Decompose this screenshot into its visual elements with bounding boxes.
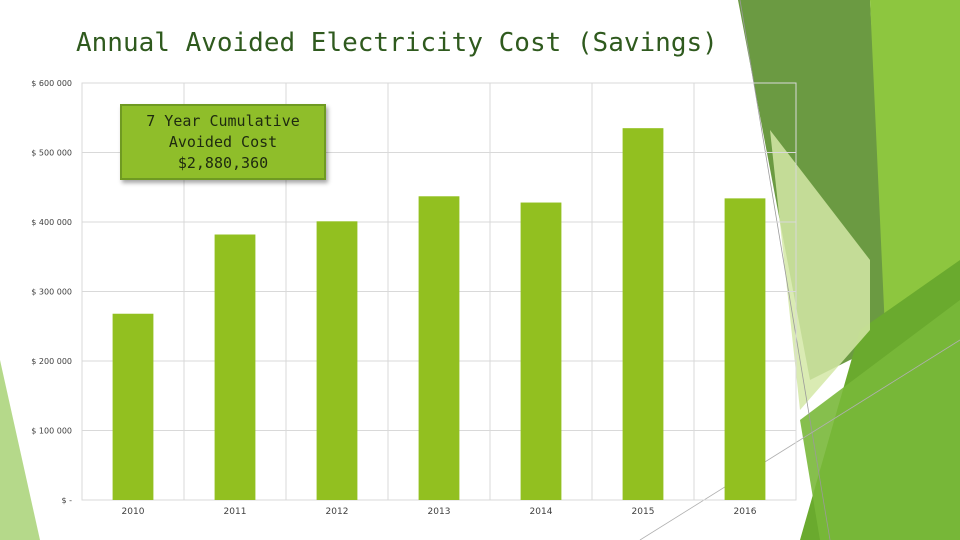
bar: [622, 128, 664, 501]
x-tick-label: 2011: [224, 507, 247, 517]
x-tick-label: 2012: [326, 507, 349, 517]
y-tick-label: $ -: [61, 496, 72, 505]
x-tick-label: 2015: [632, 507, 655, 517]
y-tick-label: $ 500 000: [31, 149, 72, 158]
x-tick-label: 2013: [428, 507, 451, 517]
y-tick-label: $ 600 000: [31, 79, 72, 88]
bar: [418, 196, 460, 500]
x-tick-label: 2010: [122, 507, 145, 517]
bar: [520, 202, 562, 501]
bar: [214, 234, 256, 500]
decor-bottom-green-panel: [800, 300, 960, 540]
bar: [112, 313, 154, 500]
decor-pale-green-panel: [770, 130, 870, 410]
cumulative-callout: 7 Year Cumulative Avoided Cost $2,880,36…: [120, 104, 326, 180]
callout-line-2: Avoided Cost: [168, 132, 278, 151]
chart-title: Annual Avoided Electricity Cost (Savings…: [76, 28, 718, 58]
y-tick-label: $ 300 000: [31, 288, 72, 297]
decor-line: [739, 0, 831, 540]
decor-left-sliver: [0, 360, 40, 540]
y-tick-label: $ 200 000: [31, 357, 72, 366]
callout-line-1: 7 Year Cumulative: [146, 111, 300, 130]
callout-line-3: $2,880,360: [177, 153, 269, 172]
y-tick-label: $ 400 000: [31, 218, 72, 227]
decor-line: [639, 339, 960, 540]
bar: [316, 221, 358, 500]
bar: [724, 198, 766, 500]
x-tick-label: 2016: [734, 507, 757, 517]
y-tick-label: $ 100 000: [31, 427, 72, 436]
x-tick-label: 2014: [530, 507, 553, 517]
